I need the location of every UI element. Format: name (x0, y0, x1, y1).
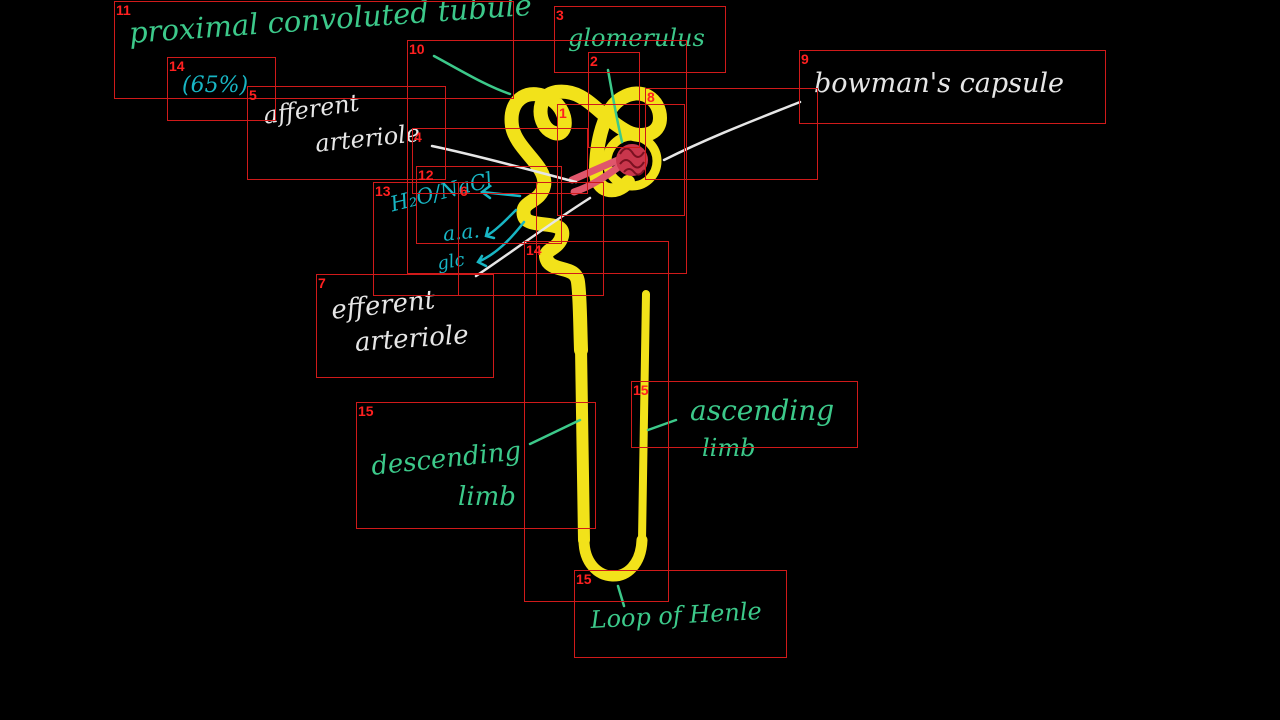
bowmans-pointer-line (662, 100, 802, 162)
reabsorption-amino-acids-label: a.a. (441, 218, 481, 246)
reabsorption-arrow-aa (484, 208, 518, 240)
glomerulus-capillary-tuft (568, 144, 648, 196)
pct-pointer-line (432, 54, 512, 96)
descending-limb (575, 342, 590, 546)
efferent-pointer-line (474, 196, 592, 278)
ascending-limb-label-line2: limb (702, 434, 756, 462)
afferent-pointer-line (430, 144, 578, 184)
pct-percent-label: (65%) (182, 73, 249, 98)
bowmans-capsule-label: bowman's capsule (814, 68, 1064, 99)
proximal-convoluted-tubule (504, 84, 667, 357)
ascending-limb (638, 290, 650, 544)
loop-pointer-line (616, 584, 626, 608)
ascending-pointer-line (646, 418, 678, 432)
loop-of-henle-bend (578, 534, 648, 582)
descending-limb-label-line2: limb (458, 482, 516, 512)
reabsorption-arrow-glc (476, 220, 526, 268)
descending-pointer-line (528, 418, 582, 446)
glomerulus-label: glomerulus (568, 24, 705, 52)
reabsorption-arrow-h2o (479, 184, 522, 200)
ascending-limb-label-line1: ascending (690, 394, 835, 427)
